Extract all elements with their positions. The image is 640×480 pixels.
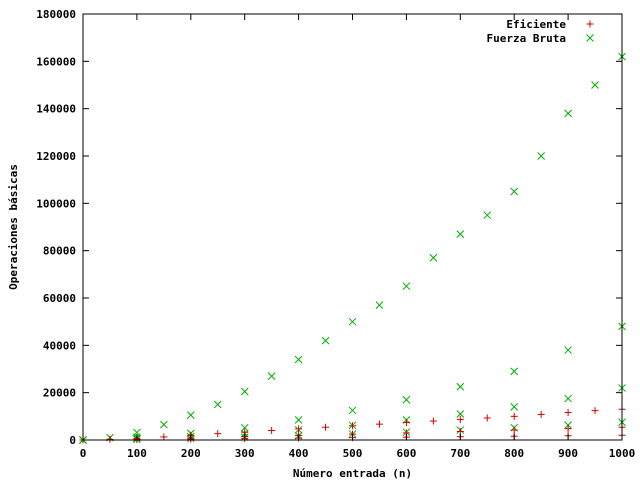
fuerza-bruta-point <box>483 211 492 220</box>
eficiente-point <box>483 414 491 422</box>
legend-label: Fuerza Bruta <box>487 32 566 45</box>
fuerza-bruta-point <box>294 355 303 364</box>
eficiente-point <box>402 418 410 426</box>
eficiente-point <box>106 435 114 443</box>
fuerza-bruta-point <box>456 410 465 418</box>
eficiente-point <box>268 427 276 435</box>
fuerza-bruta-point <box>456 230 465 238</box>
plot-frame <box>82 13 623 441</box>
fuerza-bruta-point <box>240 423 249 432</box>
fuerza-bruta-point <box>564 346 572 354</box>
eficiente-point <box>349 422 356 430</box>
y-tick-label: 120000 <box>36 150 76 163</box>
x-axis-label: Número entrada (n) <box>293 467 412 480</box>
fuerza-bruta-point <box>564 394 572 403</box>
fuerza-bruta-point <box>321 336 330 345</box>
fuerza-bruta-point <box>267 372 276 380</box>
y-tick-label: 60000 <box>43 292 76 305</box>
y-tick-label: 100000 <box>36 197 76 210</box>
fuerza-bruta-point <box>564 421 572 429</box>
fuerza-bruta-point <box>348 406 357 415</box>
y-tick-label: 80000 <box>43 245 76 258</box>
axes: 0 100 200 300 400 500 600 700 800 900 1000 0 20000 40… <box>36 8 635 460</box>
fuerza-bruta-point <box>213 400 222 409</box>
legend-marker <box>586 34 594 42</box>
eficiente-point <box>564 425 572 433</box>
eficiente-point <box>510 412 518 420</box>
fuerza-bruta-point <box>564 109 572 118</box>
fuerza-bruta-point <box>537 152 546 160</box>
x-tick-label: 1000 <box>609 447 636 460</box>
y-tick-label: 20000 <box>43 387 76 400</box>
eficiente-point <box>510 426 518 434</box>
fuerza-bruta-point <box>510 403 519 411</box>
eficiente-point <box>537 410 545 418</box>
x-tick-label: 800 <box>504 447 524 460</box>
fuerza-bruta-point <box>402 282 411 291</box>
eficiente-point <box>160 433 168 441</box>
fuerza-bruta-point <box>294 416 303 424</box>
eficiente-point <box>375 420 383 428</box>
y-axis-label: Operaciones básicas <box>7 164 20 290</box>
legend-marker <box>586 20 594 28</box>
eficiente-point <box>322 423 330 431</box>
fuerza-bruta-point <box>591 81 599 89</box>
y-tick-label: 0 <box>69 434 76 447</box>
x-tick-label: 700 <box>450 447 470 460</box>
y-tick-label: 40000 <box>43 339 76 352</box>
y-tick-label: 160000 <box>36 55 76 68</box>
fuerza-bruta-point <box>375 301 384 309</box>
fuerza-bruta-point <box>402 395 411 404</box>
x-tick-label: 100 <box>127 447 147 460</box>
x-tick-label: 300 <box>235 447 255 460</box>
legend-label: Eficiente <box>506 18 566 31</box>
y-tick-label: 140000 <box>36 103 76 116</box>
fuerza-bruta-point <box>510 187 519 196</box>
fuerza-bruta-point <box>240 387 249 396</box>
x-tick-label: 900 <box>558 447 578 460</box>
fuerza-bruta-point <box>159 420 168 429</box>
eficiente-point <box>429 417 437 425</box>
eficiente-point <box>591 407 599 415</box>
eficiente-point <box>295 425 303 433</box>
eficiente-point <box>214 430 222 438</box>
fuerza-bruta-point <box>348 317 357 326</box>
eficiente-point <box>564 409 572 417</box>
x-tick-label: 600 <box>396 447 416 460</box>
fuerza-bruta-point <box>186 411 195 420</box>
fuerza-bruta-point <box>456 382 465 391</box>
x-tick-label: 500 <box>343 447 363 460</box>
y-tick-label: 180000 <box>36 8 76 21</box>
fuerza-bruta-point <box>510 367 519 376</box>
data-marks <box>79 52 626 444</box>
eficiente-point <box>456 415 464 423</box>
fuerza-bruta-point <box>429 253 438 262</box>
x-tick-label: 0 <box>80 447 87 460</box>
x-tick-label: 400 <box>289 447 309 460</box>
x-tick-label: 200 <box>181 447 201 460</box>
